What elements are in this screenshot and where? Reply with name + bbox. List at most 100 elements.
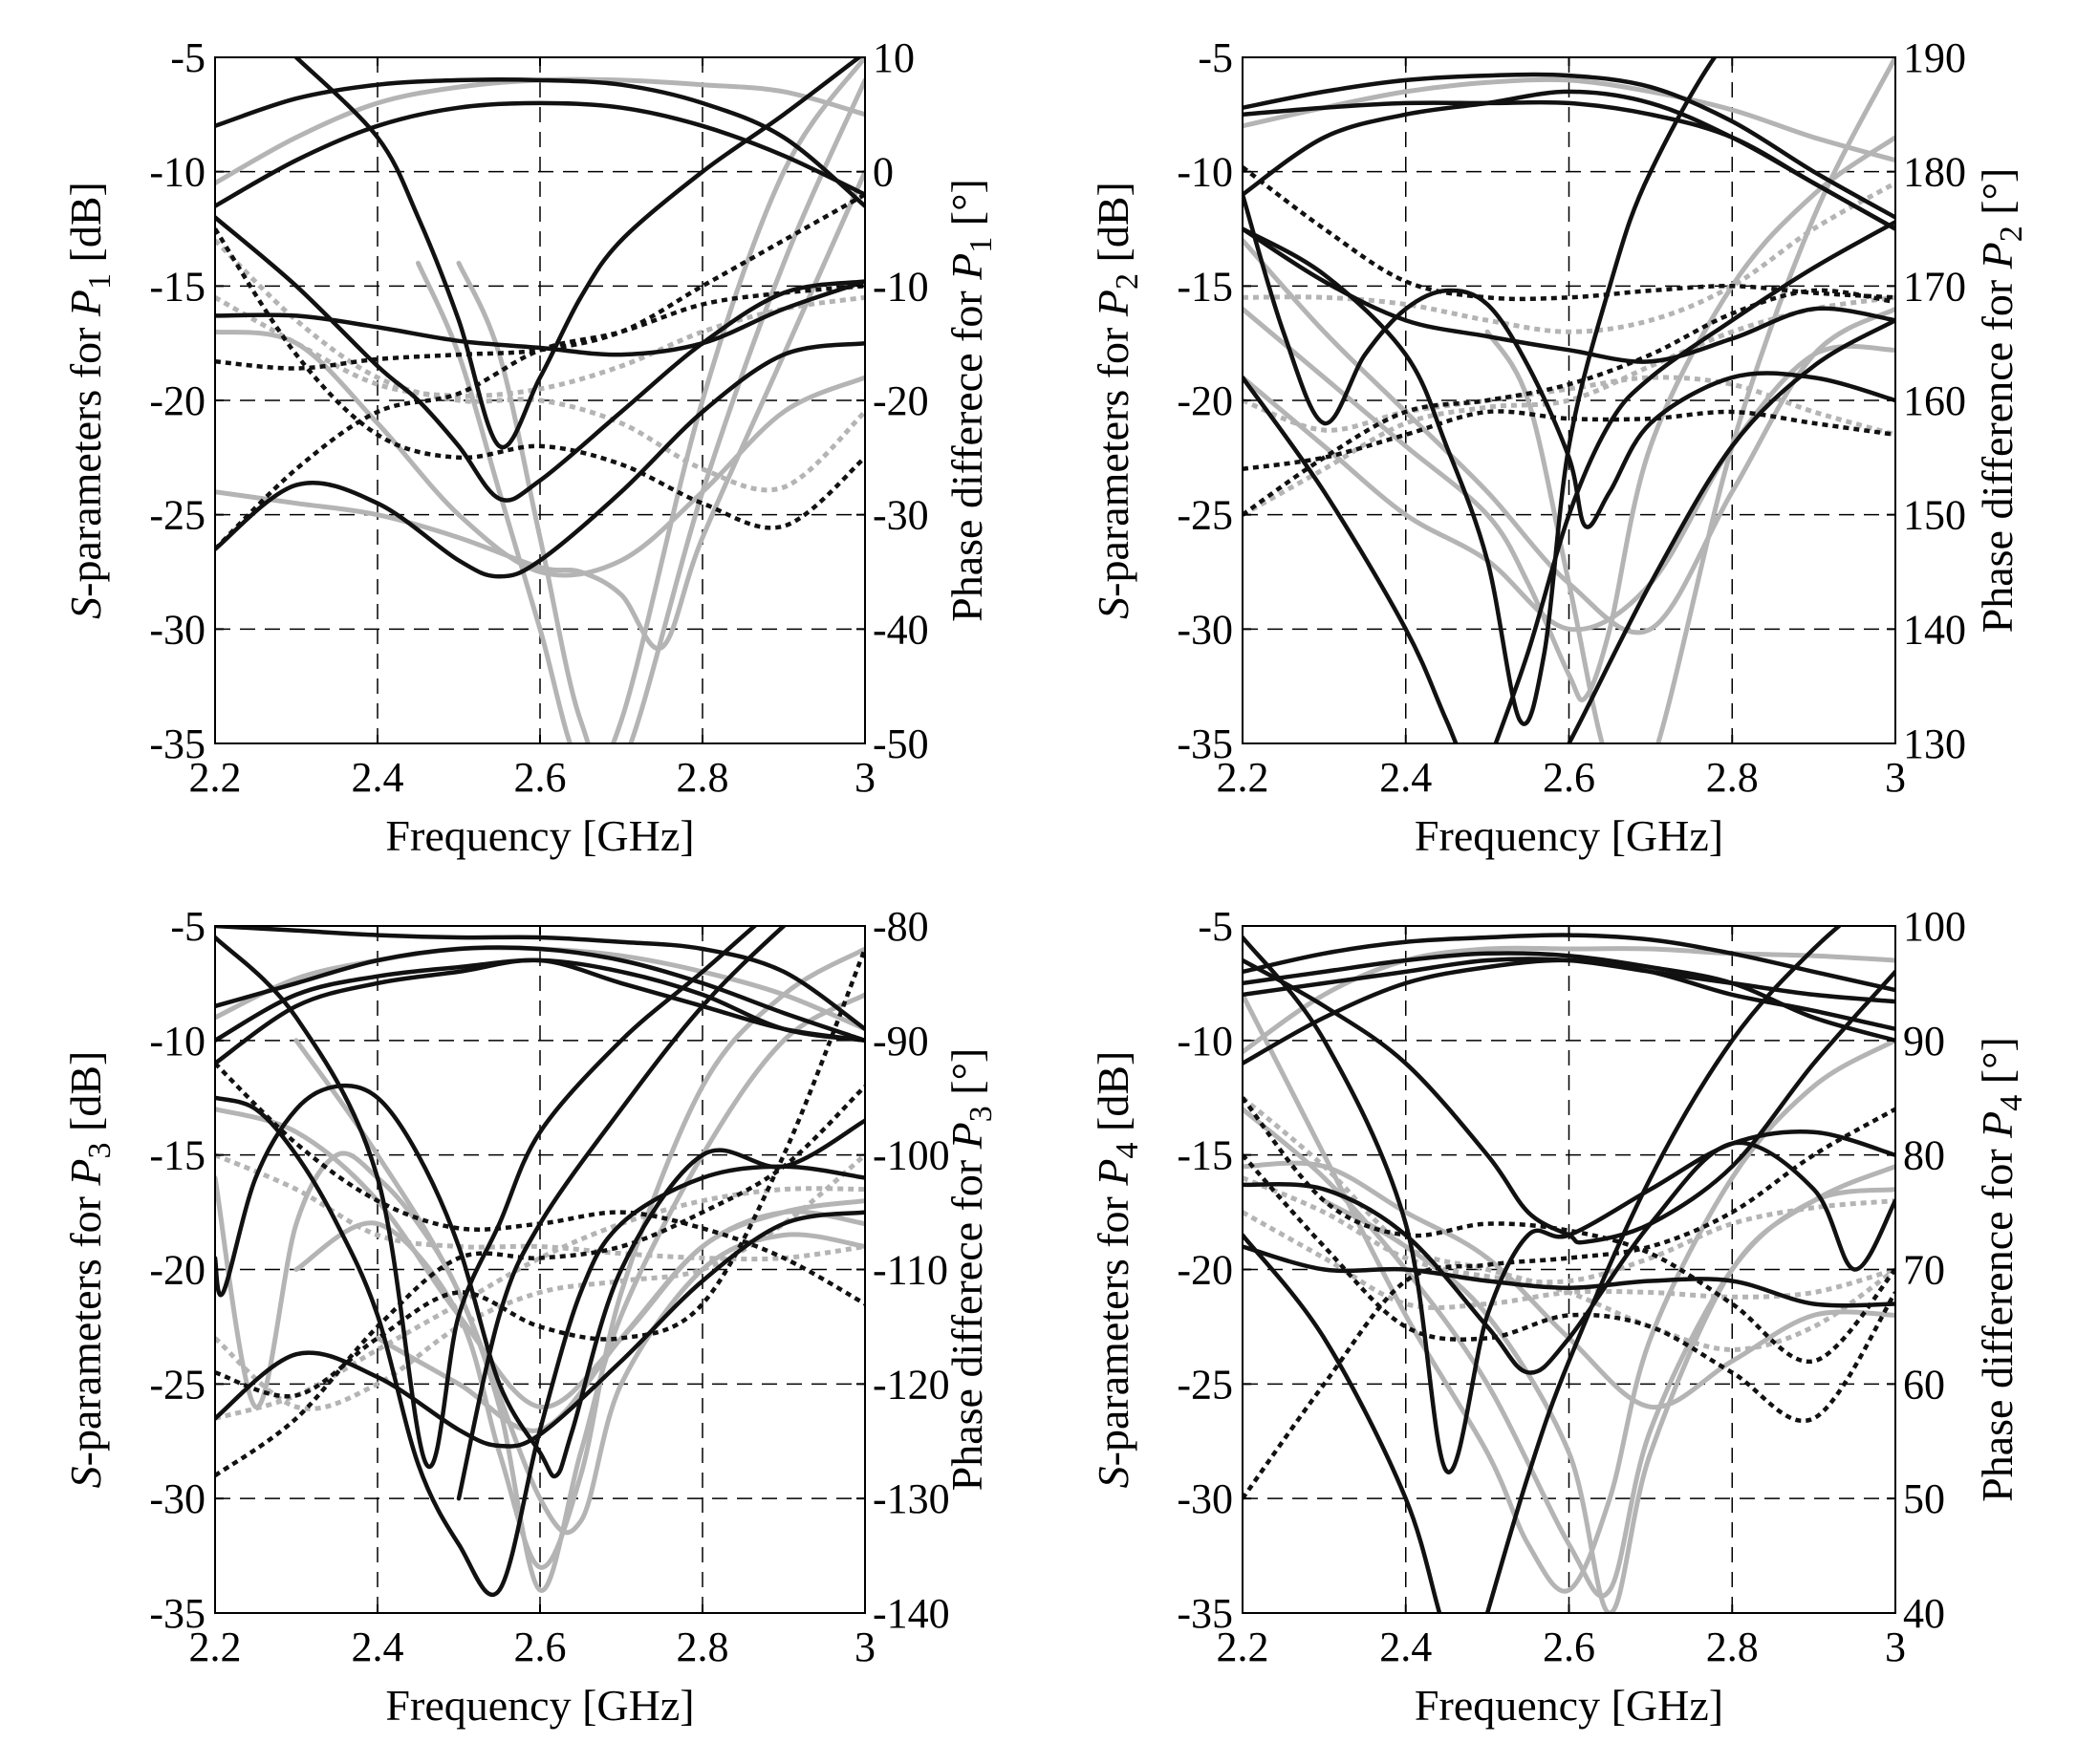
series-line-3 [215,945,865,1043]
series-line-8 [1243,57,1718,726]
panel-p3: 2.2 2.4 2.6 2.8 3 -35 -30 -25 -20 -15 -10 -5 -140 -13… [61,903,999,1730]
y2-tick-label: -110 [873,1247,948,1294]
x-tick-label: 2.4 [352,754,404,801]
series-line-13 [215,169,865,652]
series-line-14 [1243,375,1895,438]
x-axis-label: Frequency [GHz] [385,811,694,860]
series-line-17 [1243,1210,1895,1310]
y2-tick-label: -10 [873,263,929,310]
x-tick-label: 2.8 [1706,1624,1759,1670]
series-line-15 [1243,1175,1895,1285]
y-tick-label: -15 [1177,263,1233,310]
series-line-1 [1243,933,1895,993]
y2-tick-label: 160 [1903,377,1966,424]
series-line-9 [215,192,865,371]
y2-axis-label: Phase difference for P4 [°] [1973,1037,2029,1502]
series-line-11 [1243,409,1895,472]
y2-tick-label: 10 [873,34,915,81]
y-tick-label: -35 [1177,721,1233,767]
series-line-12 [215,1085,865,1478]
series-line-17 [215,992,865,1593]
x-tick-label: 2.2 [1217,754,1269,801]
x-tick-label: 2.6 [1543,754,1595,801]
series-line-6 [215,279,865,357]
panel-p2: 2.2 2.4 2.6 2.8 3 -35 -30 -25 -20 -15 -10 -5 130 140 1… [1089,34,2029,860]
y-tick-label: -15 [149,263,205,310]
y-tick-label: -30 [1177,1475,1233,1522]
y-tick-label: -30 [149,1475,205,1522]
y2-tick-label: 100 [1903,903,1966,950]
series-line-12 [1243,288,1895,517]
y2-tick-label: -100 [873,1132,950,1179]
series-line-19 [1484,57,1895,743]
y-axis-label: S-parameters for P4 [dB] [1089,1051,1145,1489]
x-tick-label: 3 [854,754,876,801]
y2-axis-label: Phase differece for P1 [°] [942,179,999,622]
y2-axis-label: Phase differece for P3 [°] [942,1048,999,1492]
series-line-21 [293,1038,865,1536]
y2-tick-label: 0 [873,149,894,196]
panel-p1: 2.2 2.4 2.6 2.8 3 -35 -30 -25 -20 -15 -10 -5 -50 -40 -… [61,34,999,860]
y2-tick-label: 60 [1903,1361,1945,1408]
series-line-13 [1243,181,1895,334]
y-tick-label: -35 [1177,1590,1233,1637]
x-axis-label: Frequency [GHz] [385,1681,694,1730]
series-line-7 [293,57,863,450]
series-line-11 [215,238,865,493]
y-tick-label: -35 [149,1590,205,1637]
y-tick-label: -25 [1177,1361,1233,1408]
series-line-12 [215,294,865,398]
x-tick-label: 3 [1885,1624,1906,1670]
x-tick-label: 2.4 [1379,1624,1432,1670]
y2-tick-label: 80 [1903,1132,1945,1179]
series-line-4 [1243,89,1895,231]
y-tick-label: -5 [1198,34,1233,81]
x-tick-label: 2.2 [189,754,242,801]
x-tick-label: 3 [854,1624,876,1670]
series-line-16 [456,77,865,743]
series-line-17 [1243,238,1895,635]
y-tick-label: -25 [1177,492,1233,539]
series-line-16 [1243,135,1895,703]
series-line-9 [1243,1233,1442,1613]
y2-tick-label: -140 [873,1590,950,1637]
y-tick-label: -20 [1177,377,1233,424]
y2-tick-label: -120 [873,1361,950,1408]
series-line-10 [215,227,865,530]
y2-tick-label: 50 [1903,1475,1945,1522]
series-line-8 [1243,957,1895,1245]
y-tick-label: -30 [1177,606,1233,653]
y-tick-label: -10 [1177,149,1233,196]
y-tick-label: -10 [149,1018,205,1065]
y-tick-label: -30 [149,606,205,653]
y-tick-label: -10 [149,149,205,196]
panel-p4: 2.2 2.4 2.6 2.8 3 -35 -30 -25 -20 -15 -10 -5 40 50 60 7… [1089,903,2029,1730]
series-line-18 [1243,992,1895,1594]
y-tick-label: -5 [170,903,205,950]
y2-tick-label: -90 [873,1018,929,1065]
series-line-5 [215,340,865,579]
x-tick-label: 2.8 [677,1624,729,1670]
y-tick-label: -25 [149,492,205,539]
x-tick-label: 2.8 [1706,754,1759,801]
y2-tick-label: 70 [1903,1247,1945,1294]
series-line-2 [1243,72,1895,220]
series-line-12 [1243,1107,1895,1500]
x-tick-label: 2.4 [1379,754,1432,801]
series-line-6 [215,1095,865,1598]
series-line-18 [1243,343,1895,633]
series-line-13 [215,948,865,1399]
series-line-4 [215,957,865,1066]
series-line-7 [1243,317,1895,743]
y-tick-label: -20 [149,1247,205,1294]
series-line-10 [1484,926,1843,1613]
y-axis-label: S-parameters for P2 [dB] [1089,182,1145,619]
x-tick-label: 2.2 [189,1624,242,1670]
y2-tick-label: -20 [873,377,929,424]
y2-tick-label: 140 [1903,606,1966,653]
x-tick-label: 2.6 [514,754,567,801]
y2-tick-label: 130 [1903,721,1966,767]
series-line-3 [1243,76,1895,163]
y2-tick-label: -80 [873,903,929,950]
series-line-4 [1243,957,1895,1066]
